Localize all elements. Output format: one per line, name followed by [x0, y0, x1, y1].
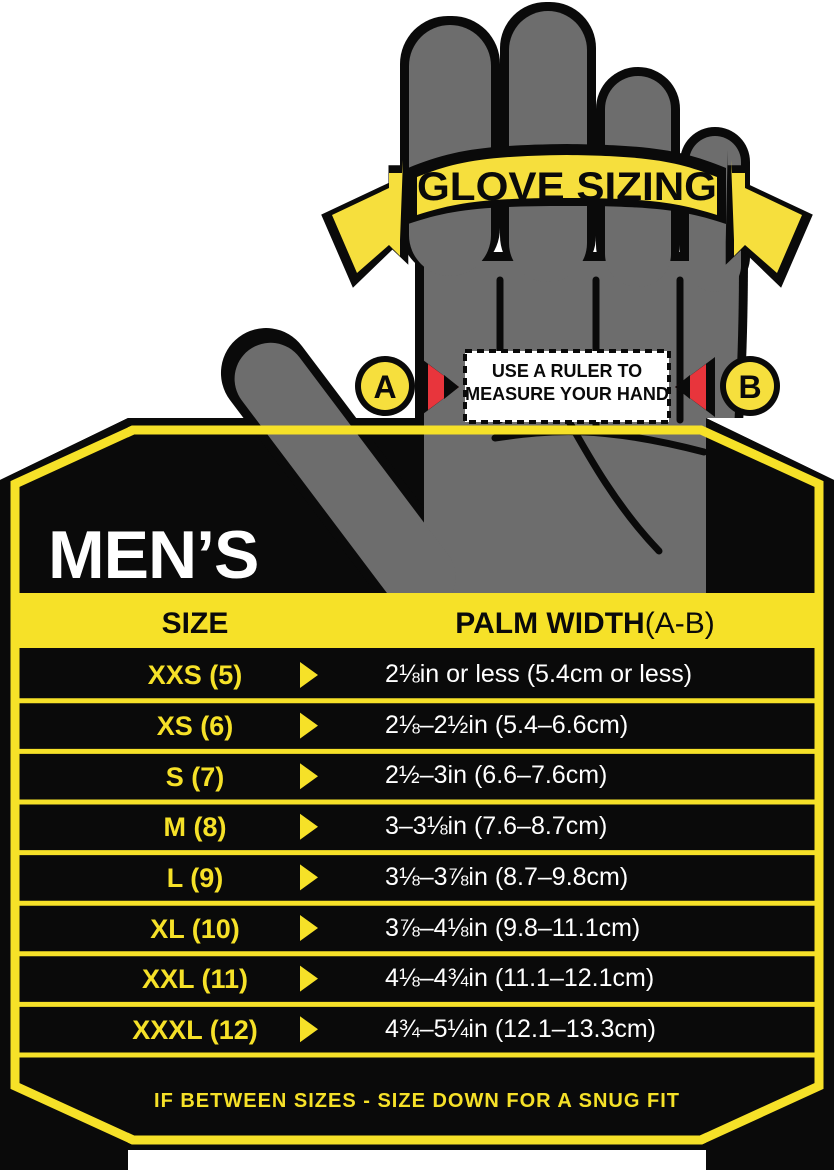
- svg-text:GLOVE SIZING: GLOVE SIZING: [417, 165, 717, 209]
- svg-text:2⅛–2½in (5.4–6.6cm): 2⅛–2½in (5.4–6.6cm): [385, 711, 628, 739]
- svg-text:XS (6): XS (6): [157, 711, 234, 741]
- svg-text:B: B: [738, 369, 761, 405]
- svg-text:USE A RULER TO: USE A RULER TO: [492, 361, 642, 381]
- svg-text:PALM WIDTH(A-B): PALM WIDTH(A-B): [455, 607, 714, 640]
- svg-text:IF BETWEEN SIZES - SIZE DOWN F: IF BETWEEN SIZES - SIZE DOWN FOR A SNUG …: [154, 1090, 680, 1112]
- svg-text:XL (10): XL (10): [150, 914, 240, 944]
- svg-text:MEN’S: MEN’S: [48, 517, 258, 593]
- svg-text:3⅛–3⅞in (8.7–9.8cm): 3⅛–3⅞in (8.7–9.8cm): [385, 863, 628, 891]
- svg-text:4¾–5¼in (12.1–13.3cm): 4¾–5¼in (12.1–13.3cm): [385, 1015, 656, 1043]
- svg-text:S (7): S (7): [166, 762, 225, 792]
- svg-text:MEASURE YOUR HAND: MEASURE YOUR HAND: [465, 384, 669, 404]
- svg-text:3–3⅛in (7.6–8.7cm): 3–3⅛in (7.6–8.7cm): [385, 812, 607, 840]
- svg-text:XXXL (12): XXXL (12): [132, 1015, 258, 1045]
- svg-text:2½–3in (6.6–7.6cm): 2½–3in (6.6–7.6cm): [385, 761, 607, 789]
- svg-text:3⅞–4⅛in (9.8–11.1cm): 3⅞–4⅛in (9.8–11.1cm): [385, 914, 640, 942]
- svg-text:2⅛in or less (5.4cm or less): 2⅛in or less (5.4cm or less): [385, 660, 692, 688]
- svg-text:M (8): M (8): [164, 812, 227, 842]
- svg-text:XXS (5): XXS (5): [148, 660, 243, 690]
- svg-text:L (9): L (9): [167, 863, 224, 893]
- svg-text:A: A: [373, 369, 396, 405]
- svg-text:XXL (11): XXL (11): [142, 964, 248, 994]
- svg-text:SIZE: SIZE: [162, 607, 229, 640]
- svg-text:4⅛–4¾in (11.1–12.1cm): 4⅛–4¾in (11.1–12.1cm): [385, 964, 654, 992]
